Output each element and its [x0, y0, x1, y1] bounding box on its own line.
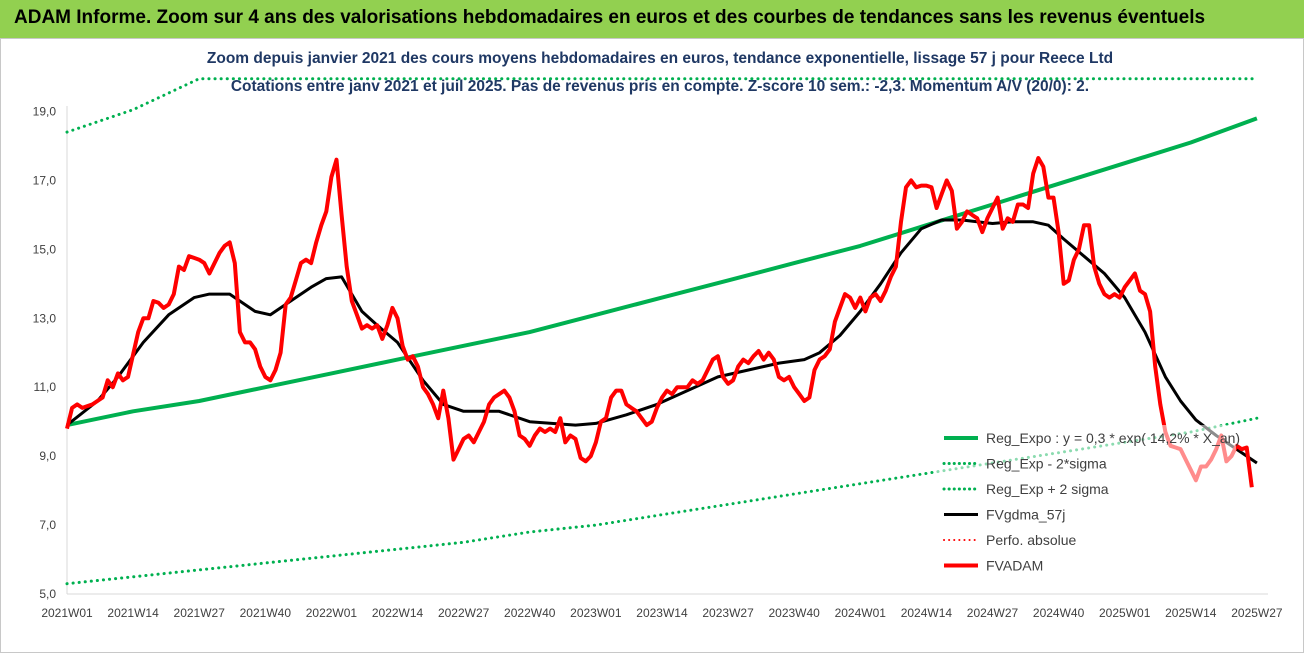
y-tick-label: 17,0: [33, 173, 57, 187]
chart-subtitle: Cotations entre janv 2021 et juil 2025. …: [230, 78, 1090, 95]
legend-label: FVgdma_57j: [986, 507, 1065, 523]
series-line-5: [65, 156, 1254, 488]
series-line-0: [66, 116, 1258, 428]
x-tick-label: 2021W40: [240, 606, 292, 620]
legend-label: Reg_Exp - 2*sigma: [986, 456, 1107, 472]
x-tick-label: 2024W14: [901, 606, 953, 620]
x-tick-labels: 2021W01 2021W14 2021W27 2021W40 2022W01 2022W…: [41, 606, 1283, 620]
y-tick-labels: 5,0 7,0 9,0 11,0 13,0 15,0 17,0 19,0: [33, 104, 57, 601]
y-tick-label: 5,0: [39, 587, 56, 601]
legend-label: Reg_Exp + 2 sigma: [986, 481, 1109, 497]
x-tick-label: 2025W14: [1165, 606, 1217, 620]
page-title: ADAM Informe. Zoom sur 4 ans des valoris…: [14, 7, 1206, 28]
legend-label: FVADAM: [986, 558, 1043, 574]
legend-box: [936, 425, 1236, 580]
x-tick-label: 2022W14: [372, 606, 424, 620]
y-tick-label: 15,0: [33, 242, 57, 256]
y-tick-label: 9,0: [39, 449, 56, 463]
y-tick-label: 13,0: [33, 311, 57, 325]
chart-title: Zoom depuis janvier 2021 des cours moyen…: [206, 50, 1114, 67]
y-tick-label: 7,0: [39, 518, 56, 532]
x-tick-label: 2024W40: [1033, 606, 1085, 620]
x-tick-label: 2022W01: [306, 606, 358, 620]
x-tick-label: 2024W01: [835, 606, 887, 620]
x-tick-label: 2022W27: [438, 606, 490, 620]
y-tick-label: 11,0: [34, 380, 57, 394]
series-line-3: [66, 218, 1258, 465]
x-tick-label: 2025W01: [1099, 606, 1151, 620]
y-tick-label: 19,0: [33, 104, 57, 118]
legend-label: Perfo. absolue: [986, 532, 1076, 548]
x-tick-label: 2021W27: [174, 606, 226, 620]
x-tick-label: 2023W40: [768, 606, 820, 620]
x-tick-label: 2023W01: [570, 606, 622, 620]
legend-label: Reg_Expo : y = 0,3 * exp( 14,2% * X_an): [986, 430, 1240, 446]
x-tick-label: 2021W14: [107, 606, 159, 620]
x-tick-label: 2021W01: [41, 606, 93, 620]
header-bar: ADAM Informe. Zoom sur 4 ans des valoris…: [0, 0, 1304, 38]
series-line-2: [65, 77, 1259, 134]
x-tick-label: 2025W27: [1231, 606, 1283, 620]
x-tick-label: 2024W27: [967, 606, 1019, 620]
x-tick-label: 2023W14: [636, 606, 688, 620]
legend: Reg_Expo : y = 0,3 * exp( 14,2% * X_an) R…: [936, 425, 1240, 580]
x-tick-label: 2022W40: [504, 606, 556, 620]
x-tick-label: 2023W27: [702, 606, 754, 620]
